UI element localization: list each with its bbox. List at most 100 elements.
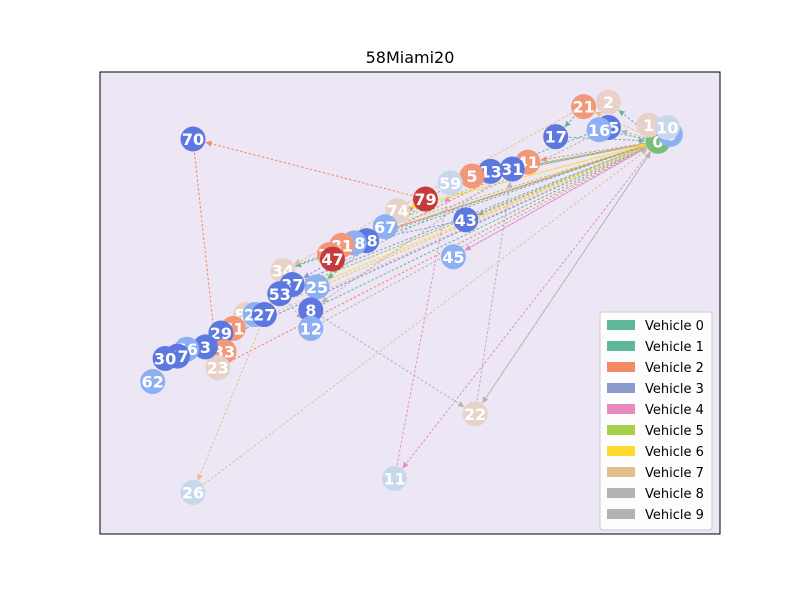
route-arrowhead <box>595 111 603 118</box>
route-arrowhead <box>197 473 203 481</box>
route-edge <box>321 168 513 303</box>
route-arrowhead <box>506 181 513 189</box>
node-label: 23 <box>207 359 229 378</box>
legend-swatch <box>607 509 635 519</box>
route-edge <box>524 140 659 168</box>
route-edge <box>192 138 217 355</box>
route-edge <box>453 147 647 258</box>
node-label: 11 <box>383 470 405 489</box>
legend-swatch <box>607 320 635 330</box>
node-marker <box>382 466 407 492</box>
node-marker <box>413 186 438 212</box>
node-marker <box>636 112 662 138</box>
route-edge <box>540 140 659 161</box>
node-label: 79 <box>414 190 436 209</box>
route-edge <box>402 140 659 469</box>
node-marker <box>459 163 485 189</box>
node-label: 67 <box>374 218 396 237</box>
route-arrowhead <box>638 137 646 144</box>
legend-swatch <box>607 341 635 351</box>
route-edge <box>474 151 652 415</box>
route-edge <box>217 146 647 369</box>
node-label: 31 <box>501 160 523 179</box>
node-marker <box>251 302 277 328</box>
node-marker <box>440 244 466 270</box>
node-label: 2 <box>603 93 614 112</box>
node-label: 8 <box>305 301 316 320</box>
route-edge <box>254 145 647 316</box>
node-label: 26 <box>182 483 204 502</box>
node-marker <box>180 126 206 152</box>
node-marker <box>180 479 206 505</box>
node-marker <box>267 281 293 307</box>
legend-label: Vehicle 4 <box>645 403 704 418</box>
node-label: 16 <box>588 121 610 140</box>
route-edge <box>205 141 426 200</box>
node-label: 3 <box>200 338 211 357</box>
node-label: 21 <box>572 98 594 117</box>
route-edge <box>279 145 647 295</box>
route-edge <box>310 146 647 311</box>
node-label: 25 <box>306 278 328 297</box>
route-edge <box>291 126 609 289</box>
node-marker <box>543 124 569 150</box>
node-marker <box>462 401 488 427</box>
node-marker <box>152 345 178 371</box>
node-label: 62 <box>142 373 164 392</box>
route-arrowhead <box>618 110 626 117</box>
node-marker <box>595 89 621 115</box>
route-edge <box>618 109 659 142</box>
node-marker <box>320 246 345 272</box>
node-label: 10 <box>656 118 678 137</box>
legend-label: Vehicle 5 <box>645 424 704 439</box>
node-marker <box>437 170 463 196</box>
route-edge <box>474 181 511 414</box>
node-label: 29 <box>210 324 232 343</box>
route-arrowhead <box>205 140 213 147</box>
legend-swatch <box>607 404 635 414</box>
route-edge <box>385 144 646 228</box>
route-edge <box>354 144 646 244</box>
route-arrowhead <box>564 120 571 128</box>
node-marker <box>298 297 324 323</box>
route-arrowhead <box>294 258 302 265</box>
route-arrowhead <box>620 129 628 136</box>
route-arrowhead <box>639 147 647 153</box>
node-label: 74 <box>386 202 408 221</box>
legend-label: Vehicle 6 <box>645 445 704 460</box>
node-label: 0 <box>652 132 663 151</box>
legend-label: Vehicle 9 <box>645 508 704 523</box>
route-arrowhead <box>540 156 548 163</box>
legend: Vehicle 0 Vehicle 1 Vehicle 2 Vehicle 3 Vehi… <box>599 311 713 531</box>
legend-label: Vehicle 2 <box>645 361 704 376</box>
legend-swatch <box>607 488 635 498</box>
node-marker <box>298 315 324 341</box>
node-marker <box>654 114 680 140</box>
route-arrowhead <box>457 401 465 407</box>
node-marker <box>140 369 166 395</box>
node-label: 70 <box>182 130 204 149</box>
chart-title: 58Miami20 <box>366 48 455 67</box>
route-edge <box>192 148 648 493</box>
route-edge <box>611 131 659 142</box>
legend-label: Vehicle 8 <box>645 487 704 502</box>
legend-swatch <box>607 446 635 456</box>
legend-swatch <box>607 467 635 477</box>
route-arrowhead <box>321 296 329 303</box>
route-arrowhead <box>327 272 334 279</box>
route-edge <box>555 136 646 142</box>
node-marker <box>453 207 479 233</box>
route-arrowhead <box>644 152 651 159</box>
node-label: 59 <box>439 174 461 193</box>
route-edge <box>310 309 465 408</box>
node-marker <box>192 334 218 360</box>
node-marker <box>499 156 525 182</box>
node-label: 13 <box>479 162 501 181</box>
route-nodes: 0126101516172141311355979434574671858817… <box>140 89 683 505</box>
legend-swatch <box>607 362 635 372</box>
legend-label: Vehicle 3 <box>645 382 704 397</box>
route-arrowhead <box>402 461 409 469</box>
legend-swatch <box>607 383 635 393</box>
node-label: 27 <box>253 306 275 325</box>
